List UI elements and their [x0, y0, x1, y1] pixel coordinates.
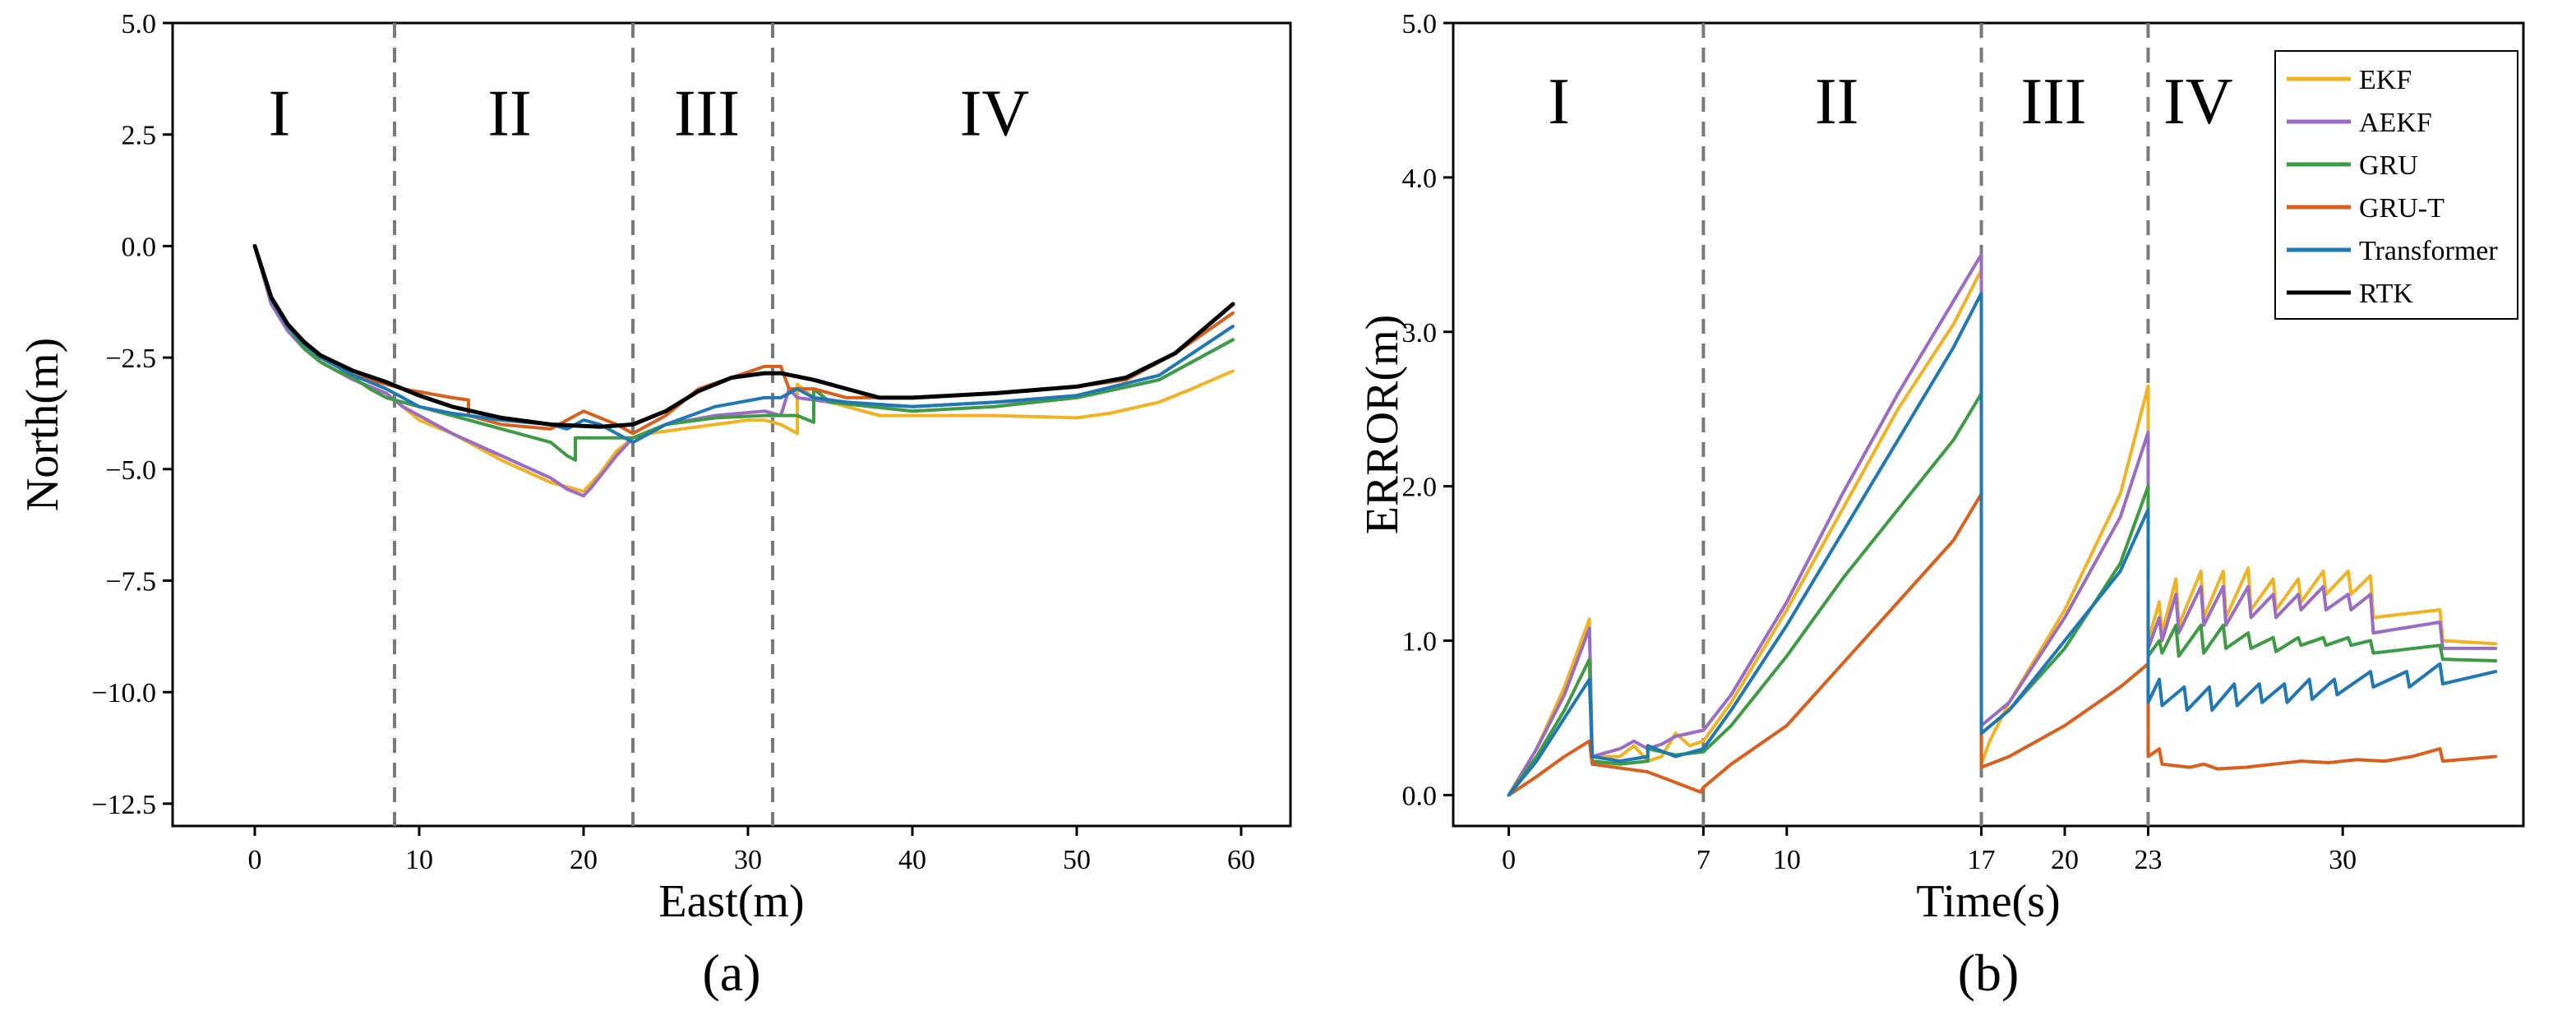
panel-caption: (a)	[702, 943, 760, 1002]
x-tick-label: 30	[734, 845, 762, 875]
x-tick-label: 23	[2134, 845, 2162, 875]
x-tick-label: 10	[1773, 845, 1801, 875]
legend-label: EKF	[2359, 65, 2412, 95]
x-tick-label: 30	[2329, 845, 2357, 875]
y-tick-label: 5.0	[122, 9, 157, 39]
x-tick-label: 0	[1502, 845, 1516, 875]
x-tick-label: 40	[898, 845, 926, 875]
x-tick-label: 7	[1697, 845, 1710, 875]
y-tick-label: 0.0	[1402, 781, 1438, 811]
series-line-transformer	[1507, 291, 2498, 797]
panel-caption: (b)	[1958, 943, 2020, 1002]
series-line-gru	[253, 244, 1235, 462]
y-tick-label: 0.0	[122, 232, 157, 262]
x-axis-title: East(m)	[658, 876, 804, 927]
y-tick-label: 4.0	[1402, 164, 1438, 194]
region-label: II	[1815, 66, 1858, 138]
series-group	[252, 243, 1235, 498]
series-line-rtk	[252, 243, 1235, 429]
legend-label: Transformer	[2359, 236, 2498, 266]
plot-frame	[1452, 21, 2525, 828]
plot-frame	[171, 21, 1292, 828]
panel-b: 0 7 10 17 20 23 30 0.0 1.0 2.0 3.0 4.0 5.0 Time(s) ERR…	[1357, 9, 2525, 1002]
region-label: III	[674, 78, 740, 150]
region-label: III	[2021, 66, 2087, 138]
region-label: IV	[960, 78, 1029, 150]
region-label: II	[487, 78, 531, 150]
y-tick-label: 2.5	[122, 121, 157, 151]
x-axis-title: Time(s)	[1916, 876, 2060, 927]
y-tick-label: 2.0	[1402, 473, 1438, 503]
region-label: I	[269, 78, 291, 150]
series-line-aekf	[1507, 252, 2498, 797]
y-tick-label: 1.0	[1402, 627, 1438, 657]
legend-label: GRU	[2359, 150, 2418, 181]
y-tick-label: 3.0	[1402, 318, 1438, 348]
legend-label: GRU-T	[2359, 193, 2444, 224]
x-tick-label: 60	[1227, 845, 1255, 875]
y-axis-title: North(m)	[17, 338, 68, 512]
y-tick-label: −2.5	[105, 344, 156, 374]
region-label: I	[1548, 66, 1570, 138]
x-tick-label: 10	[405, 845, 433, 875]
series-line-aekf	[253, 244, 1235, 498]
legend-label: AEKF	[2359, 108, 2432, 138]
legend-box	[2274, 50, 2518, 320]
region-label: IV	[2163, 66, 2232, 138]
series-line-gru-t	[1507, 492, 2498, 797]
y-tick-label: −7.5	[105, 566, 156, 597]
x-tick-label: 0	[248, 845, 262, 875]
x-tick-label: 50	[1063, 845, 1091, 875]
x-tick-label: 20	[2051, 845, 2079, 875]
x-tick-label: 20	[570, 845, 598, 875]
y-axis-title: ERROR(m)	[1357, 315, 1408, 535]
series-line-ekf	[253, 244, 1235, 493]
series-line-transformer	[253, 244, 1235, 445]
y-tick-label: −12.5	[91, 790, 156, 820]
y-tick-label: −5.0	[105, 455, 156, 486]
y-tick-label: 5.0	[1402, 9, 1438, 39]
y-tick-label: −10.0	[91, 678, 156, 708]
series-group	[1507, 252, 2498, 797]
panel-a: 0 10 20 30 40 50 60 5.0 2.5 0.0 −2.5 −5.0 −7.5 −10.0 −…	[17, 9, 1292, 1002]
legend-label: RTK	[2359, 279, 2413, 309]
x-tick-label: 17	[1968, 845, 1996, 875]
